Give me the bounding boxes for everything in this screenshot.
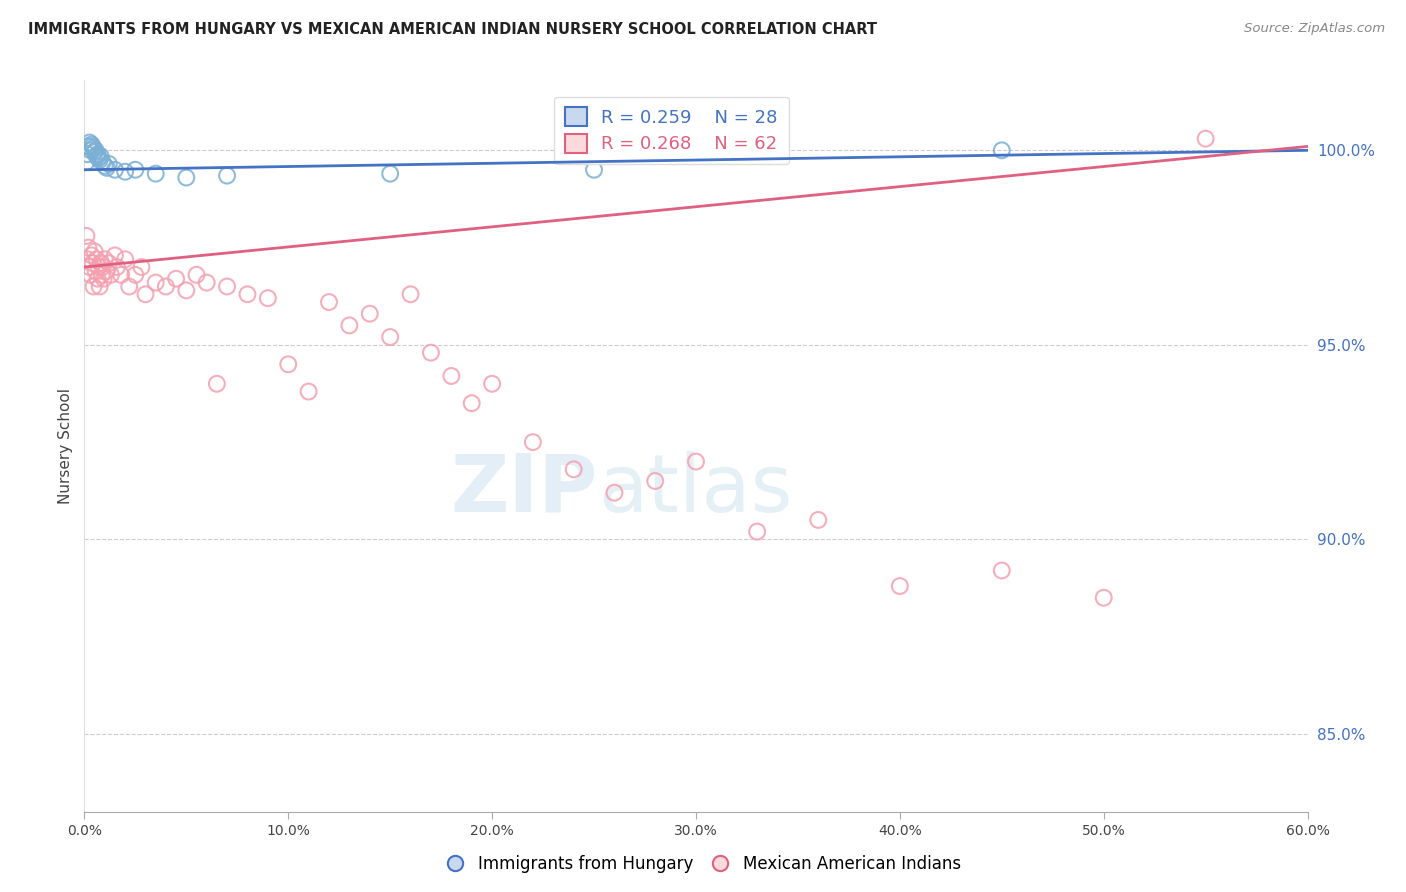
Point: [277, 357, 299, 371]
Point: [79, 260, 101, 274]
Point: [87, 151, 110, 165]
Point: [145, 167, 167, 181]
Point: [96, 161, 118, 175]
Point: [124, 268, 146, 282]
Point: [84, 264, 107, 278]
Point: [79, 136, 101, 150]
Point: [90, 268, 112, 282]
Point: [90, 149, 112, 163]
Y-axis label: Nursery School: Nursery School: [58, 388, 73, 504]
Point: [186, 268, 208, 282]
Point: [380, 330, 402, 344]
Point: [583, 162, 606, 177]
Point: [93, 159, 115, 173]
Point: [603, 485, 626, 500]
Point: [440, 368, 463, 383]
Point: [562, 462, 585, 476]
Point: [359, 307, 381, 321]
Point: [77, 139, 100, 153]
Point: [257, 291, 280, 305]
Point: [110, 268, 132, 282]
Point: [399, 287, 422, 301]
Point: [155, 279, 177, 293]
Point: [83, 145, 105, 160]
Point: [104, 162, 127, 177]
Point: [76, 252, 98, 267]
Point: [83, 244, 105, 259]
Point: [86, 271, 108, 285]
Point: [97, 256, 120, 270]
Point: [80, 248, 103, 262]
Point: [97, 157, 120, 171]
Point: [86, 252, 108, 267]
Point: [481, 376, 503, 391]
Legend: R = 0.259    N = 28, R = 0.268    N = 62: R = 0.259 N = 28, R = 0.268 N = 62: [554, 96, 789, 164]
Point: [644, 474, 666, 488]
Point: [339, 318, 361, 333]
Point: [1195, 131, 1218, 145]
Point: [76, 147, 98, 161]
Point: [80, 137, 103, 152]
Point: [90, 256, 112, 270]
Point: [89, 153, 111, 167]
Point: [75, 228, 97, 243]
Point: [104, 248, 127, 262]
Point: [685, 454, 707, 468]
Point: [174, 170, 197, 185]
Point: [889, 579, 911, 593]
Text: ZIP: ZIP: [451, 450, 598, 529]
Point: [83, 279, 105, 293]
Text: IMMIGRANTS FROM HUNGARY VS MEXICAN AMERICAN INDIAN NURSERY SCHOOL CORRELATION CH: IMMIGRANTS FROM HUNGARY VS MEXICAN AMERI…: [28, 22, 877, 37]
Point: [420, 345, 443, 359]
Point: [124, 162, 146, 177]
Text: atlas: atlas: [598, 450, 793, 529]
Point: [96, 264, 118, 278]
Point: [79, 268, 101, 282]
Point: [522, 435, 544, 450]
Point: [217, 279, 239, 293]
Point: [86, 149, 108, 163]
Point: [75, 155, 97, 169]
Point: [93, 271, 115, 285]
Point: [77, 241, 100, 255]
Point: [83, 141, 105, 155]
Point: [1092, 591, 1115, 605]
Point: [145, 276, 167, 290]
Point: [135, 287, 157, 301]
Point: [86, 147, 108, 161]
Point: [79, 144, 101, 158]
Legend: Immigrants from Hungary, Mexican American Indians: Immigrants from Hungary, Mexican America…: [437, 848, 969, 880]
Point: [84, 144, 107, 158]
Point: [205, 376, 228, 391]
Point: [131, 260, 153, 274]
Point: [807, 513, 830, 527]
Point: [118, 279, 141, 293]
Point: [93, 252, 115, 267]
Point: [105, 260, 128, 274]
Point: [89, 279, 111, 293]
Point: [82, 139, 104, 153]
Point: [165, 271, 187, 285]
Point: [91, 155, 114, 169]
Point: [991, 564, 1014, 578]
Point: [380, 167, 402, 181]
Point: [747, 524, 769, 539]
Point: [318, 295, 340, 310]
Point: [174, 284, 197, 298]
Text: Source: ZipAtlas.com: Source: ZipAtlas.com: [1244, 22, 1385, 36]
Point: [114, 252, 136, 267]
Point: [114, 164, 136, 178]
Point: [91, 260, 114, 274]
Point: [195, 276, 218, 290]
Point: [298, 384, 321, 399]
Point: [236, 287, 259, 301]
Point: [217, 169, 239, 183]
Point: [100, 268, 122, 282]
Point: [991, 144, 1014, 158]
Point: [82, 256, 104, 270]
Point: [87, 260, 110, 274]
Point: [461, 396, 484, 410]
